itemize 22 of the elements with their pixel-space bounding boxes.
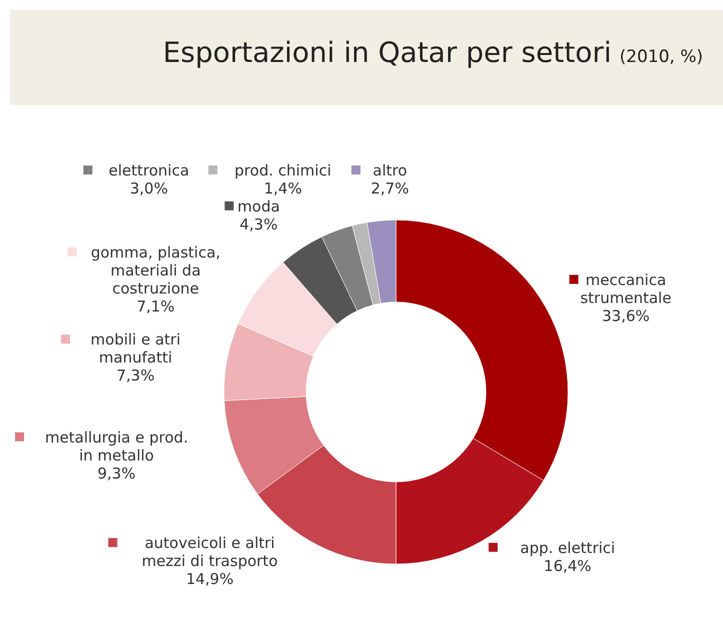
chart-title: Esportazioni in Qatar per settori xyxy=(162,36,612,69)
data-label: 9,3% xyxy=(97,464,136,482)
legend-label: autoveicoli e altri mezzi di trasporto xyxy=(142,534,278,570)
data-label: 1,4% xyxy=(264,180,302,198)
legend-label: gomma, plastica, materiali da costruzione xyxy=(90,243,220,298)
legend-label: app. elettrici xyxy=(520,538,616,557)
legend-label: metallurgia e prod. in metallo xyxy=(44,428,188,464)
data-label: 14,9% xyxy=(186,570,234,588)
data-label: 16,4% xyxy=(544,556,592,575)
data-label: 3,0% xyxy=(130,180,168,198)
data-label: 7,1% xyxy=(136,297,175,316)
legend-label: moda xyxy=(237,197,280,216)
data-label: 4,3% xyxy=(240,215,278,234)
data-label: 33,6% xyxy=(602,306,650,325)
legend-label: elettronica xyxy=(108,162,190,180)
legend-label: meccanica strumentale xyxy=(580,270,672,307)
legend-label: mobili e atri manufatti xyxy=(90,330,181,367)
data-label: 7,3% xyxy=(116,366,155,385)
legend-label: prod. chimici xyxy=(234,162,332,180)
data-label: 2,7% xyxy=(370,180,409,198)
legend-label: altro xyxy=(372,162,408,180)
chart-subtitle: (2010, %) xyxy=(620,47,703,67)
